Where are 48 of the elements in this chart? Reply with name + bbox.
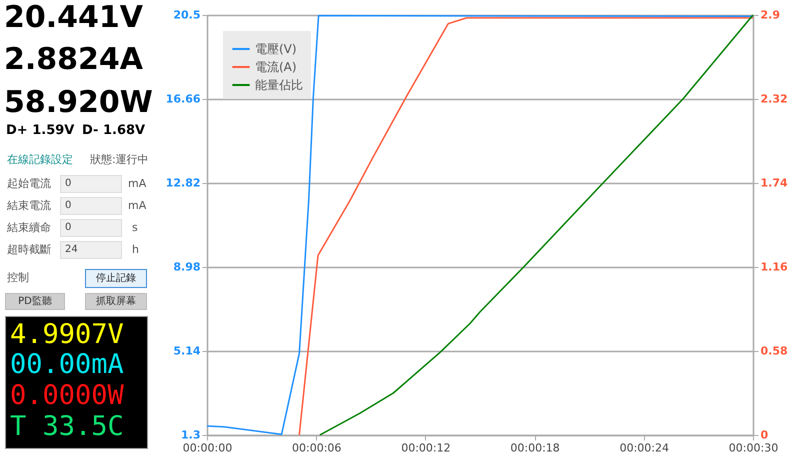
legend-label: 電壓(V) (255, 42, 297, 56)
text: 在線記錄設定 (7, 153, 73, 166)
button: 抓取屏幕 (85, 293, 147, 310)
text: 0.0000W (10, 380, 124, 411)
x-tick-label: 00:00:06 (292, 442, 342, 454)
text: 超時截斷 (7, 243, 51, 256)
text: 結束電流 (7, 199, 51, 212)
text: 狀態:運行中 (90, 153, 149, 166)
text: T 33.5C (10, 411, 124, 442)
text: 2.8824A (4, 42, 143, 77)
y2-tick-label: 2.32 (760, 92, 788, 106)
text: 4.9907V (10, 319, 124, 350)
text: 起始電流 (7, 177, 51, 190)
text: h (132, 243, 139, 256)
button: PD監聽 (5, 293, 65, 310)
y-tick-label: 12.82 (166, 176, 200, 190)
x-tick-label: 00:00:12 (401, 442, 451, 454)
text: mA (128, 177, 146, 190)
y2-tick-label: 1.16 (760, 260, 788, 274)
text-field: 0 (60, 175, 122, 193)
text: D- 1.68V (82, 123, 146, 138)
legend-label: 能量佔比 (255, 78, 303, 92)
button: 停止記錄 (85, 269, 147, 288)
text: D+ 1.59V (6, 123, 74, 138)
legend-label: 電流(A) (255, 60, 297, 74)
y-tick-label: 8.98 (173, 260, 200, 274)
x-tick-label: 00:00:18 (510, 442, 560, 454)
y-tick-label: 5.14 (173, 344, 201, 358)
y2-tick-label: 0.58 (760, 344, 788, 358)
x-tick-label: 00:00:30 (728, 442, 778, 454)
y2-tick-label: 0 (760, 428, 768, 442)
text-field: 24 (60, 241, 122, 259)
y2-tick-label: 2.9 (760, 8, 780, 22)
text: 20.441V (4, 0, 143, 35)
text-field: 0 (60, 219, 122, 237)
text: 00.00mA (10, 349, 124, 380)
text: 控制 (7, 271, 29, 284)
y2-tick-label: 1.74 (760, 176, 788, 190)
x-tick-label: 00:00:24 (620, 442, 670, 454)
text: 結束續命 (7, 221, 51, 234)
y-tick-label: 1.3 (181, 428, 200, 442)
text: s (132, 221, 138, 234)
y-tick-label: 16.66 (166, 92, 201, 106)
text-field: 0 (60, 197, 122, 215)
x-tick-label: 00:00:00 (182, 442, 232, 454)
text: mA (128, 199, 146, 212)
y-tick-label: 20.5 (173, 8, 200, 22)
text: 58.920W (4, 85, 153, 120)
